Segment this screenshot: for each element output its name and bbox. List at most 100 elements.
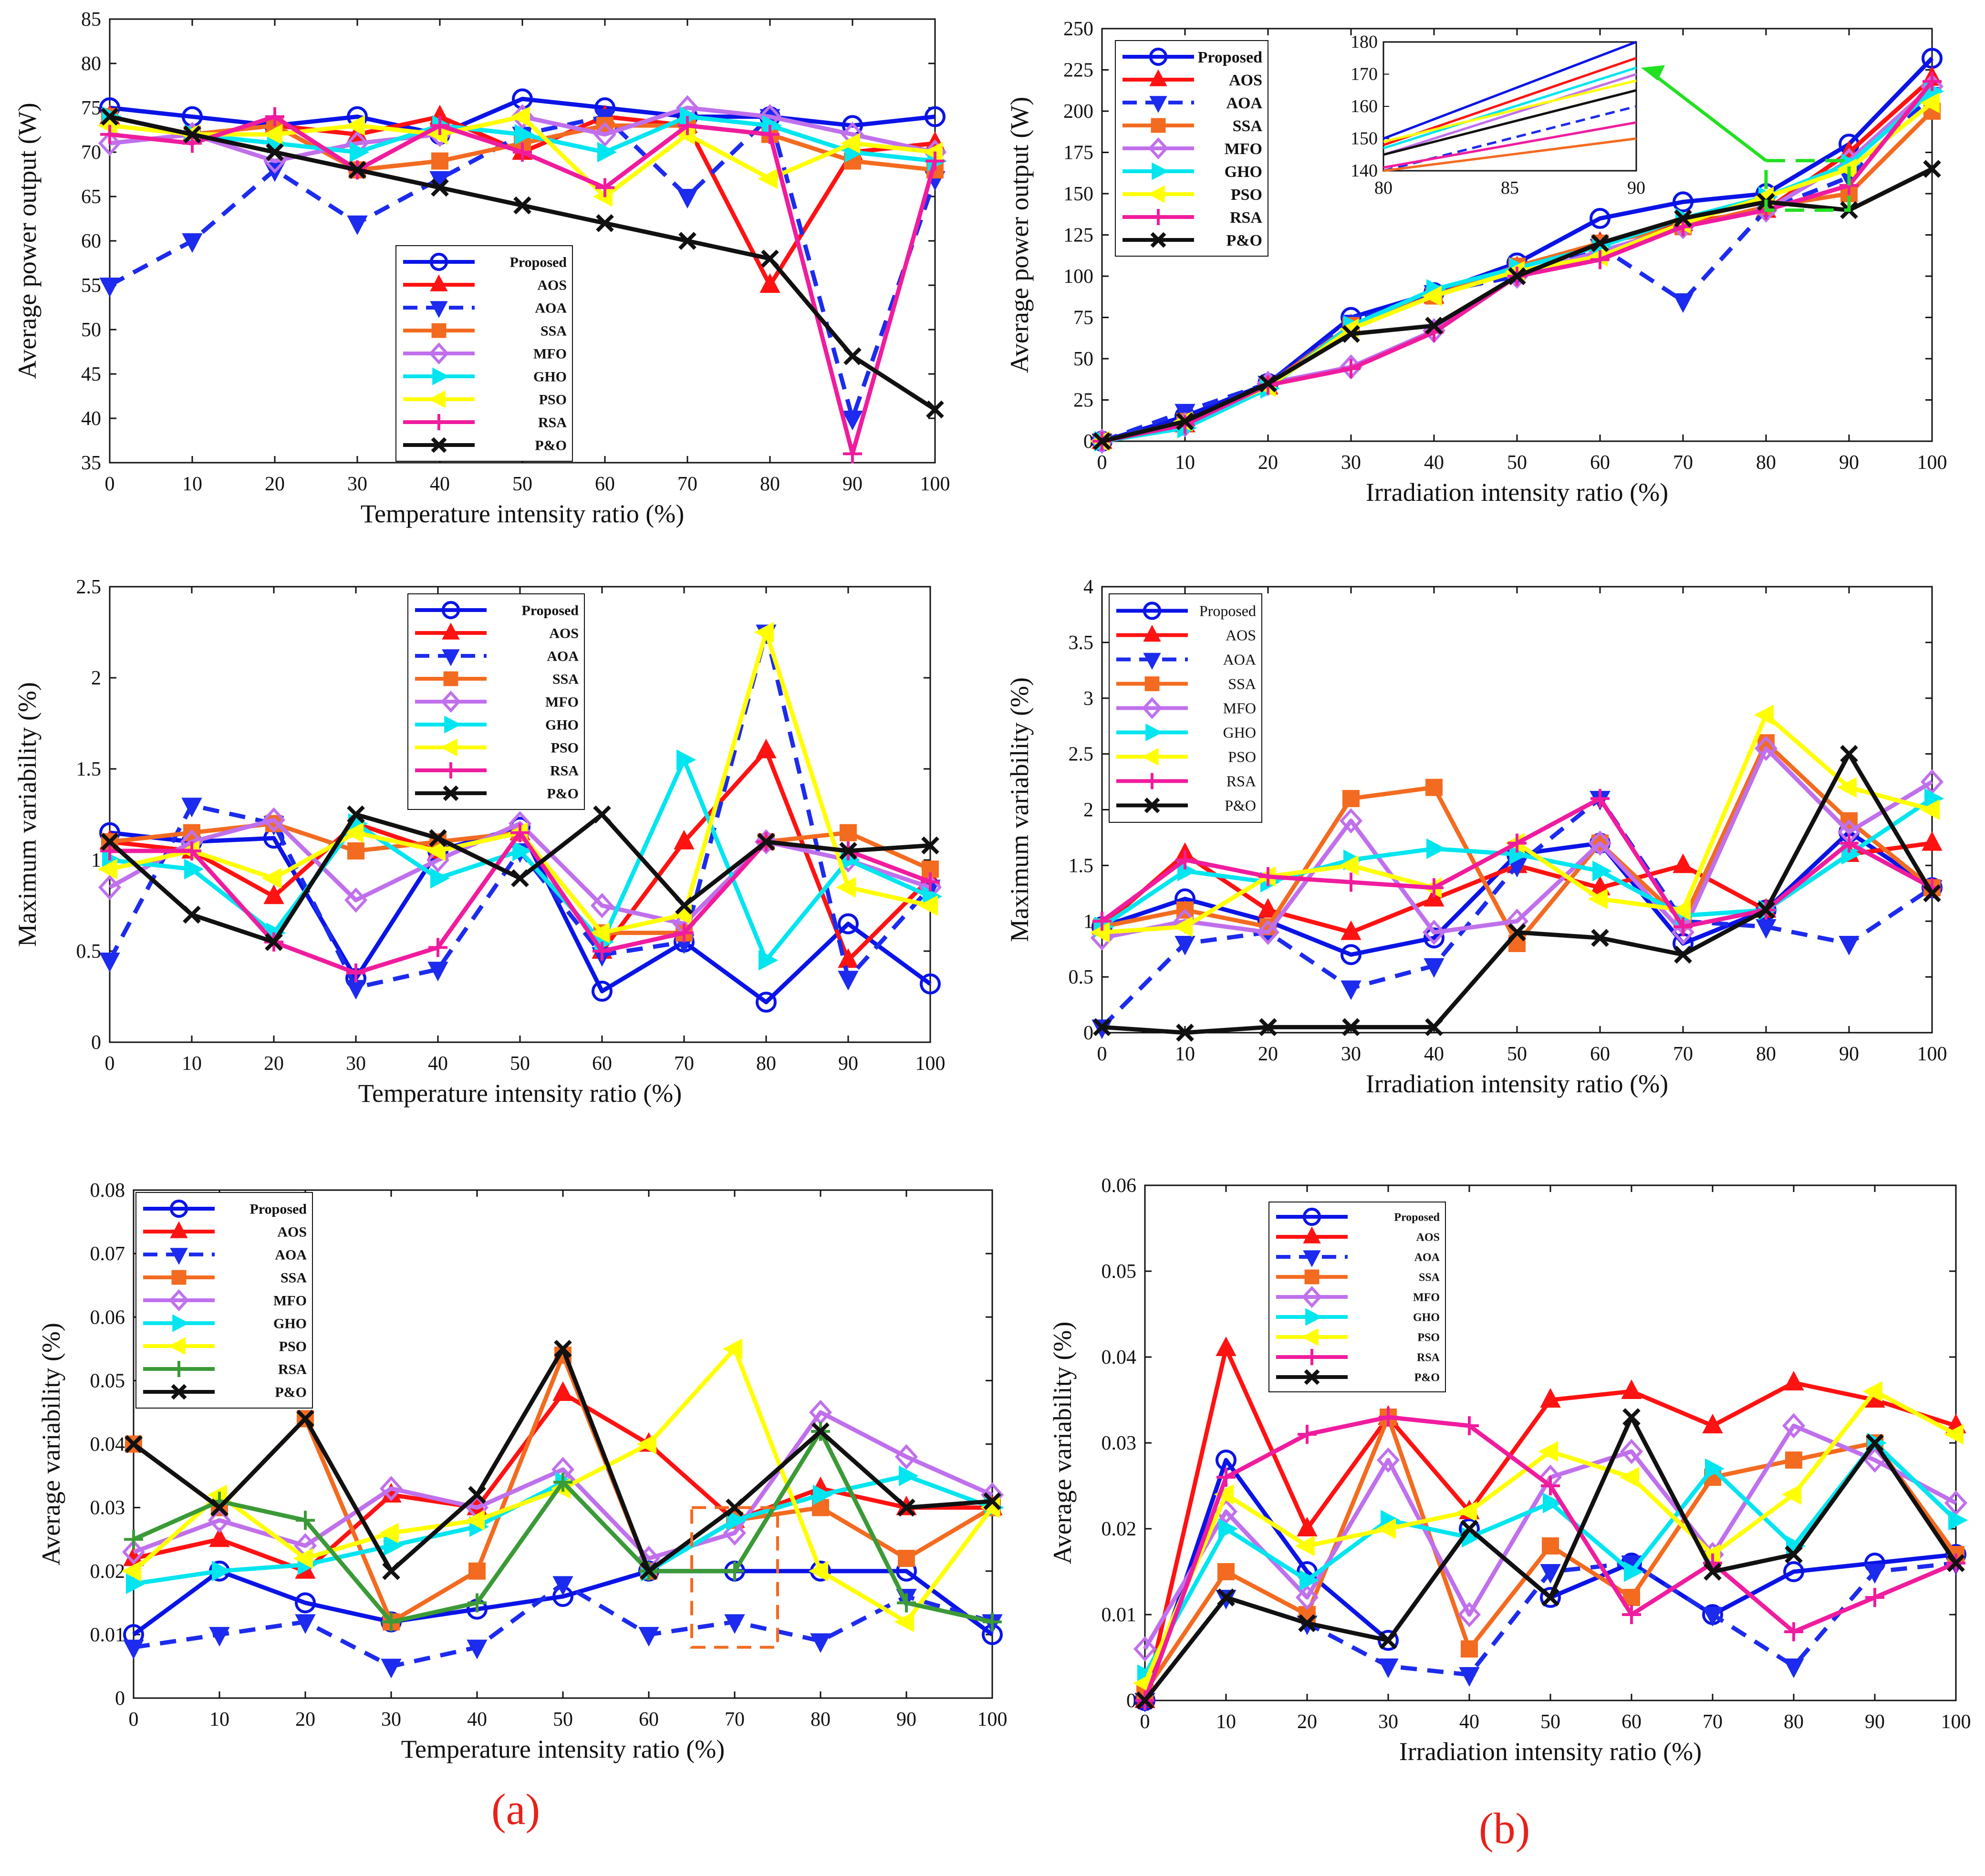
x-tick-label: 10: [1175, 452, 1195, 474]
data-point: [676, 749, 696, 770]
data-point: [838, 971, 859, 991]
legend-label: PSO: [1417, 1331, 1440, 1344]
data-point: [465, 1510, 485, 1531]
legend-marker: [1149, 96, 1167, 113]
legend-item-aoa: AOA: [415, 649, 579, 666]
data-point: [842, 411, 863, 431]
data-point: [1259, 1018, 1277, 1036]
y-axis-label: Maximum variability (%): [13, 682, 42, 947]
y-tick-label: 0.02: [90, 1561, 125, 1583]
x-tick-label: 60: [592, 1053, 612, 1075]
chart-max-variability-irradiation: 0 10 20 30 40 50 60 70 80 90 100 0 0.5 1 1.5 2 2.5 3 3.5 4 I…: [1005, 576, 1947, 1098]
data-point: [1422, 920, 1446, 945]
y-tick-label: 3: [1083, 688, 1093, 710]
series-pando: [101, 107, 944, 419]
data-point: [898, 1550, 915, 1567]
x-tick-label: 100: [920, 473, 950, 495]
data-point: [926, 400, 944, 419]
series-pando: [101, 805, 939, 951]
legend-item-pso: PSO: [1122, 185, 1262, 204]
x-axis-label: Temperature intensity ratio (%): [401, 1735, 725, 1763]
x-tick-label: 10: [1175, 1043, 1195, 1065]
legend-marker: [443, 671, 458, 686]
x-tick-label: 90: [896, 1709, 916, 1731]
data-point: [1840, 745, 1858, 763]
y-tick-label: 150: [1063, 183, 1093, 205]
data-point: [1541, 1588, 1559, 1607]
legend-item-aoa: AOA: [1116, 651, 1256, 670]
data-point: [593, 122, 617, 147]
data-point: [754, 829, 778, 855]
data-point: [184, 859, 204, 880]
data-point: [345, 980, 366, 1000]
chart-avg-power-irradiation: 0 10 20 30 40 50 60 70 80 90 100 0 25 50 75 100 125 150 17…: [1005, 18, 1947, 507]
y-tick-label: 35: [81, 452, 101, 474]
data-point: [592, 942, 612, 961]
x-tick-label: 60: [595, 473, 615, 495]
x-tick-label: 50: [1540, 1711, 1560, 1733]
data-point: [1590, 789, 1610, 808]
data-point: [1944, 1490, 1968, 1516]
data-point: [1379, 1408, 1398, 1427]
x-tick-label: 10: [182, 1053, 202, 1075]
zoom-region: [1764, 159, 1851, 212]
legend-label: SSA: [552, 672, 579, 687]
y-tick-label: 175: [1063, 142, 1093, 164]
y-tick-label: 0.06: [1102, 1175, 1137, 1197]
legend: Proposed AOS AOA SSA MFO GHO PSO RSA P&O: [1115, 40, 1268, 257]
data-point: [923, 142, 943, 163]
data-point: [121, 1561, 141, 1582]
series-rsa: [1135, 1408, 1965, 1710]
y-tick-label: 2.5: [1069, 744, 1094, 766]
y-axis-label: Average variability (%): [1048, 1322, 1077, 1565]
legend-item-mfo: MFO: [143, 1289, 307, 1312]
y-tick-label: 2: [1083, 799, 1093, 821]
data-point: [1507, 833, 1527, 853]
legend-marker: [431, 323, 447, 338]
legend-marker: [172, 1314, 189, 1332]
series-line: [1101, 93, 1934, 444]
legend-marker: [1148, 185, 1165, 203]
data-point: [840, 824, 857, 841]
data-point: [1591, 929, 1609, 947]
data-point: [1671, 900, 1691, 921]
data-point: [98, 130, 122, 156]
data-point: [1508, 923, 1526, 942]
data-point: [345, 115, 365, 136]
legend-label: AOS: [277, 1224, 307, 1240]
data-point: [597, 142, 617, 163]
legend-item-aoa: AOA: [403, 301, 567, 318]
legend-label: SSA: [1419, 1271, 1440, 1284]
legend-item-pso: PSO: [415, 738, 579, 757]
y-tick-label: 0.5: [1069, 966, 1094, 988]
legend-label: Proposed: [250, 1202, 307, 1217]
data-point: [1841, 844, 1861, 865]
data-point: [675, 896, 693, 915]
data-point: [427, 962, 448, 982]
series-line: [1143, 1415, 1957, 1701]
data-point: [208, 1507, 231, 1533]
legend-label: P&O: [1226, 232, 1262, 249]
x-tick-label: 70: [725, 1709, 745, 1731]
legend-marker: [171, 1270, 187, 1285]
data-point: [384, 1535, 404, 1556]
data-point: [761, 249, 779, 268]
data-point: [983, 1612, 1002, 1632]
legend-item-proposed: Proposed: [1276, 1207, 1440, 1226]
legend-item-aos: AOS: [403, 274, 567, 293]
legend-marker: [430, 301, 448, 318]
legend-item-ssa: SSA: [1276, 1269, 1440, 1285]
legend-marker: [171, 1384, 187, 1400]
data-point: [295, 1614, 316, 1634]
x-axis-label: Irradiation intensity ratio (%): [1366, 478, 1668, 507]
data-point: [262, 124, 282, 145]
data-point: [1297, 1516, 1318, 1536]
data-point: [1702, 1607, 1723, 1627]
legend-item-pso: PSO: [403, 390, 567, 408]
zoom-arrow: [1647, 69, 1767, 162]
legend-label: P&O: [1414, 1371, 1440, 1384]
x-tick-label: 100: [1917, 1043, 1947, 1065]
legend-label: AOS: [1226, 627, 1256, 644]
inset-series-pso: [1383, 79, 1637, 143]
y-tick-label: 55: [81, 275, 101, 297]
